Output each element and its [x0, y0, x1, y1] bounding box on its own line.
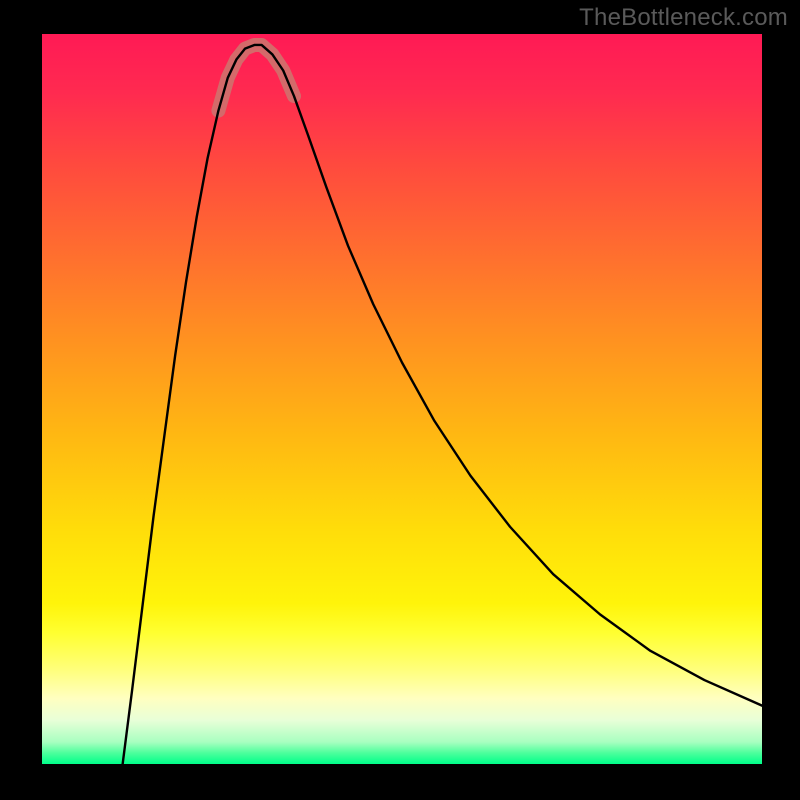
chart-frame: TheBottleneck.com: [0, 0, 800, 800]
plot-area: [42, 34, 762, 764]
watermark-text: TheBottleneck.com: [579, 4, 788, 32]
plot-background: [42, 34, 762, 764]
plot-svg: [42, 34, 762, 764]
